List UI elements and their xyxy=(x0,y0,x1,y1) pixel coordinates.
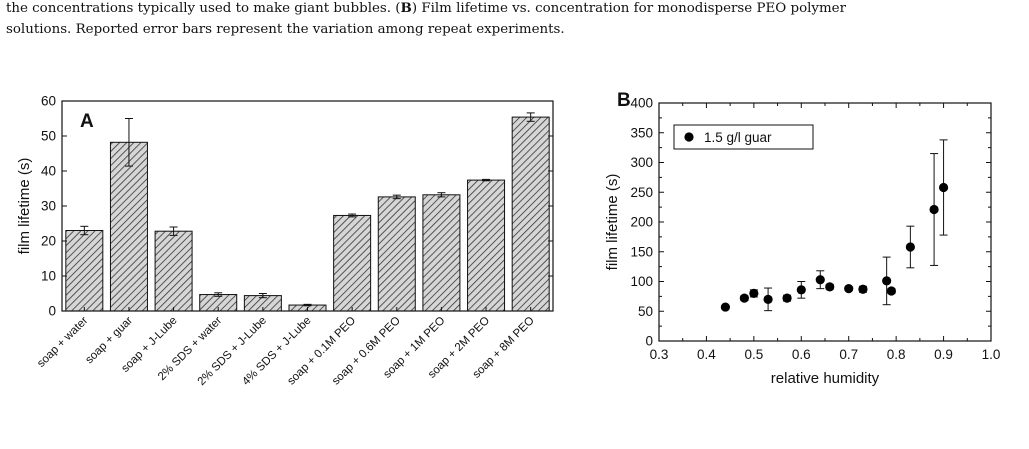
y-tick-label: 200 xyxy=(630,215,653,230)
y-tick-label: 250 xyxy=(630,185,653,200)
bar xyxy=(65,230,104,312)
caption-panel-ref-b: B xyxy=(400,0,412,16)
y-tick-label: 60 xyxy=(41,94,56,109)
data-point xyxy=(796,285,806,295)
caption-line1-start: the concentrations typically used to mak… xyxy=(6,1,401,16)
figure-caption: the concentrations typically used to mak… xyxy=(6,0,1024,40)
data-point xyxy=(886,286,897,296)
y-tick-label: 30 xyxy=(41,199,56,214)
y-tick-label: 300 xyxy=(630,155,653,170)
y-tick-label: 10 xyxy=(41,269,56,284)
panel-b-scatter-chart: 0 50 100 150 200 250 300 350 400 0.3 0.4 0.5 0.6 0.7 0… xyxy=(604,90,1000,387)
bar xyxy=(333,214,372,312)
y-tick-label: 100 xyxy=(630,274,653,289)
bar xyxy=(511,116,550,312)
x-tick-label: 0.9 xyxy=(934,347,953,362)
y-axis-label: film lifetime (s) xyxy=(16,158,33,255)
bar xyxy=(422,194,461,312)
data-point xyxy=(844,284,854,294)
legend: 1.5 g/l guar xyxy=(673,124,814,150)
x-tick-label: soap + water xyxy=(35,315,90,370)
data-point xyxy=(763,294,773,304)
y-tick-label: 350 xyxy=(630,125,653,140)
bar xyxy=(154,230,193,312)
legend-label: 1.5 g/l guar xyxy=(704,130,772,145)
x-axis-label: relative humidity xyxy=(771,370,880,387)
y-tick-label: 50 xyxy=(41,129,56,144)
data-point xyxy=(938,182,949,193)
data-point xyxy=(815,275,825,285)
data-point xyxy=(882,276,892,286)
x-tick-label: 0.5 xyxy=(744,347,763,362)
y-axis-label: film lifetime (s) xyxy=(604,174,621,271)
y-tick-label: 150 xyxy=(630,244,653,259)
data-point xyxy=(739,293,749,303)
bar xyxy=(467,179,506,312)
x-tick-label: 0.3 xyxy=(650,347,669,362)
legend-marker xyxy=(684,132,694,142)
data-point xyxy=(720,302,731,312)
data-point xyxy=(858,284,868,294)
data-point xyxy=(749,288,759,298)
x-tick-label: 0.4 xyxy=(697,347,716,362)
y-tick-label: 20 xyxy=(41,234,56,249)
y-tick-label: 0 xyxy=(48,304,56,319)
panel-label: A xyxy=(80,111,94,132)
caption-line1-end: ) Film lifetime vs. concentration for mo… xyxy=(411,1,846,16)
data-point xyxy=(782,293,792,303)
bar xyxy=(109,141,148,312)
data-point xyxy=(825,282,835,292)
x-tick-label: 0.8 xyxy=(887,347,906,362)
legend-box xyxy=(673,124,814,150)
y-tick-label: 40 xyxy=(41,164,56,179)
data-point xyxy=(905,242,915,252)
y-tick-label: 0 xyxy=(645,334,653,349)
x-tick-label: 1.0 xyxy=(982,347,1001,362)
data-point xyxy=(929,204,939,215)
panel-label: B xyxy=(617,90,631,111)
bar xyxy=(377,196,416,312)
y-tick-label: 400 xyxy=(630,96,653,111)
caption-line2: solutions. Reported error bars represent… xyxy=(6,22,565,37)
x-tick-label: 0.6 xyxy=(792,347,811,362)
y-tick-label: 50 xyxy=(638,304,653,319)
x-tick-label: 0.7 xyxy=(839,347,858,362)
